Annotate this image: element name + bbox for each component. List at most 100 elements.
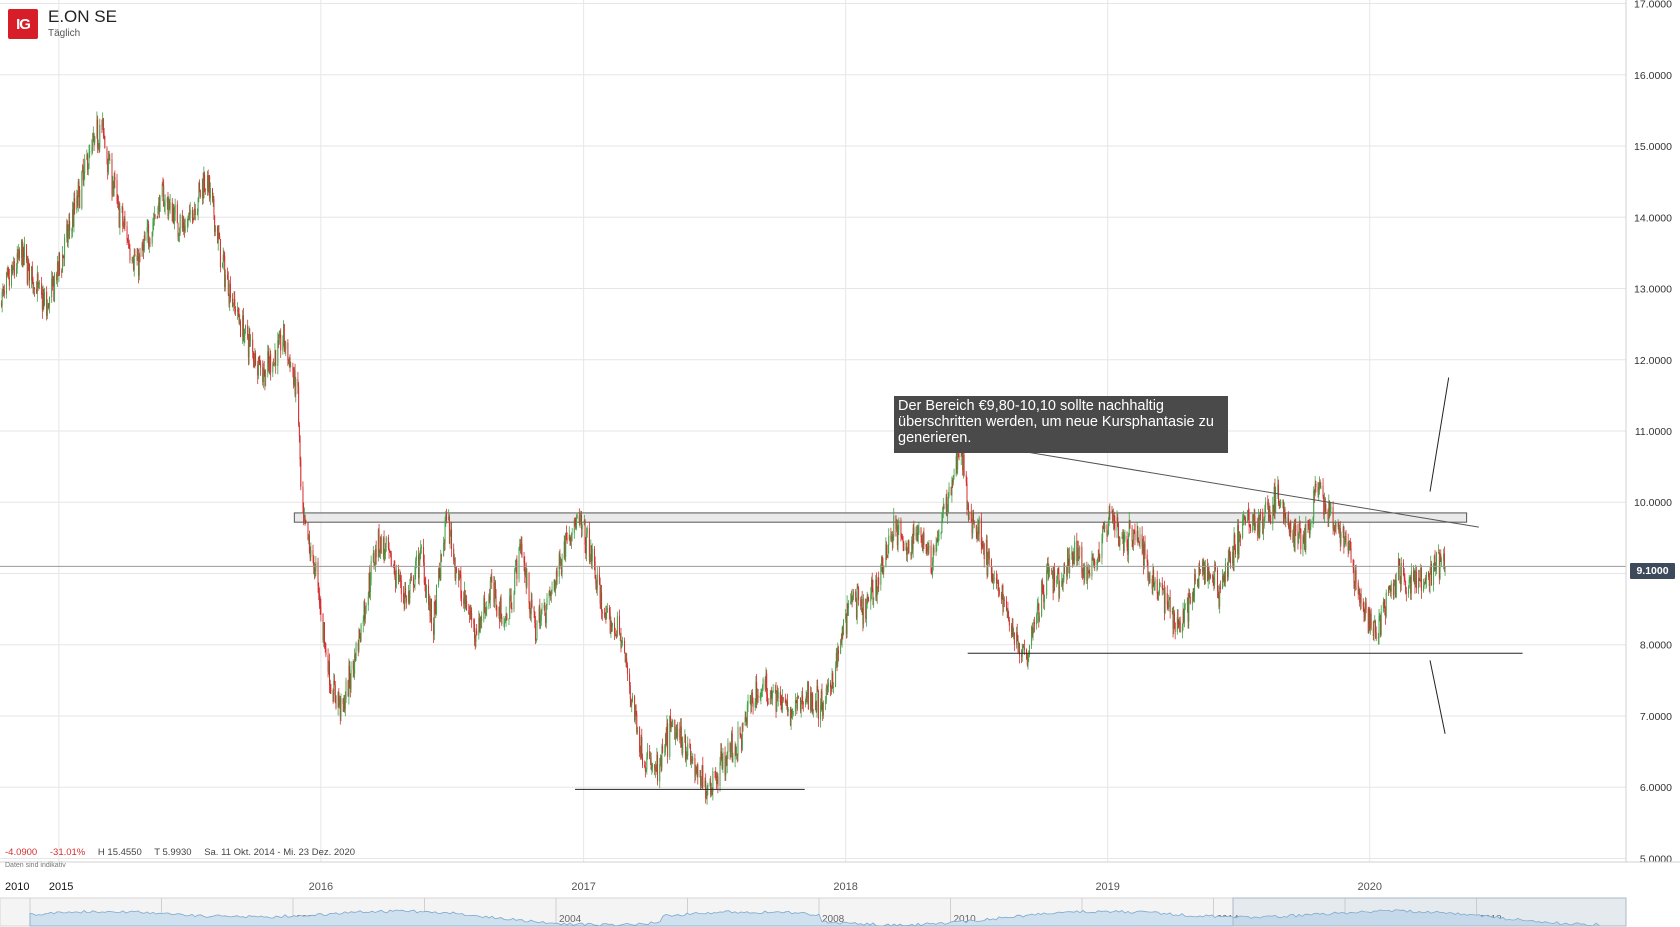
candle-body — [1058, 572, 1060, 598]
candle-body — [898, 520, 900, 531]
candle-body — [1237, 525, 1239, 555]
candle-body — [1349, 541, 1351, 549]
candle-body — [131, 260, 133, 261]
candle-body — [92, 133, 94, 141]
candle-body — [804, 701, 806, 705]
candle-body — [122, 207, 124, 226]
candle-body — [801, 695, 803, 703]
candle-body — [1423, 584, 1425, 592]
candle-body — [227, 274, 229, 280]
candle-body — [32, 278, 34, 289]
candle-body — [1016, 632, 1018, 645]
candle-body — [192, 218, 194, 221]
candle-body — [433, 623, 435, 635]
candle-body — [846, 603, 848, 634]
candle-body — [593, 548, 595, 562]
candle-body — [680, 726, 682, 745]
candle-body — [687, 743, 689, 757]
candle-body — [400, 580, 402, 594]
candle-body — [807, 681, 809, 699]
candle-body — [1078, 556, 1080, 559]
candle-body — [1369, 613, 1371, 629]
candle-body — [896, 525, 898, 530]
candle-body — [359, 637, 361, 642]
candle-body — [298, 425, 300, 436]
candle-body — [717, 776, 719, 787]
candle-body — [1407, 588, 1409, 594]
candle-body — [21, 240, 23, 258]
candle-body — [669, 716, 671, 757]
candle-body — [754, 702, 756, 708]
candle-body — [339, 698, 341, 706]
candle-body — [968, 511, 970, 520]
candle-body — [1037, 604, 1039, 607]
candle-body — [1114, 520, 1116, 531]
candle-body — [604, 613, 606, 616]
candle-body — [670, 722, 672, 729]
candle-body — [767, 702, 769, 705]
candle-body — [1172, 611, 1174, 630]
candle-body — [781, 697, 783, 710]
candle-body — [1157, 593, 1159, 595]
candle-body — [419, 554, 421, 561]
candle-body — [290, 366, 292, 368]
candle-body — [187, 215, 189, 226]
candle-body — [98, 143, 100, 148]
candle-body — [1023, 647, 1025, 650]
candle-body — [1293, 526, 1295, 551]
candle-body — [1112, 513, 1114, 522]
candle-body — [1066, 566, 1068, 577]
candle-body — [677, 728, 679, 737]
candle-body — [897, 530, 899, 546]
candle-body — [1146, 554, 1148, 562]
candle-body — [189, 212, 191, 215]
candle-body — [911, 540, 913, 550]
candle-body — [1018, 643, 1020, 649]
candle-body — [1008, 620, 1010, 626]
candle-body — [1199, 565, 1201, 570]
candle-body — [672, 719, 674, 727]
candle-body — [575, 524, 577, 529]
candle-body — [649, 751, 651, 759]
candle-body — [1318, 490, 1320, 493]
navigator[interactable]: 1996199820002002200420062008201020122014… — [0, 897, 1627, 927]
candle-body — [609, 612, 611, 633]
candle-body — [1228, 550, 1230, 558]
candle-body — [614, 623, 616, 633]
candle-body — [337, 692, 339, 708]
candle-body — [1133, 529, 1135, 531]
candle-body — [681, 744, 683, 753]
candle-body — [1354, 582, 1356, 588]
candle-body — [126, 226, 128, 240]
candle-body — [1162, 587, 1164, 590]
candle-body — [314, 571, 316, 575]
candle-body — [308, 535, 310, 540]
y-axis: 5.00006.00007.00008.00009.000010.000011.… — [1625, 0, 1672, 865]
candle-body — [292, 366, 294, 372]
candle-body — [178, 233, 180, 236]
candle-body — [871, 579, 873, 589]
candle-body — [186, 225, 188, 227]
candle-body — [780, 701, 782, 703]
candle-body — [1355, 570, 1357, 583]
candle-body — [1320, 486, 1322, 487]
candle-body — [892, 536, 894, 543]
candle-body — [1308, 527, 1310, 535]
candle-body — [237, 309, 239, 312]
candle-body — [410, 576, 412, 583]
annotation-box[interactable]: Der Bereich €9,80-10,10 sollte nachhalti… — [894, 396, 1228, 453]
candle-body — [17, 253, 19, 258]
candle-body — [664, 751, 666, 753]
candle-body — [866, 596, 868, 605]
candle-body — [947, 495, 949, 513]
candle-body — [1303, 532, 1305, 543]
candle-body — [46, 291, 48, 316]
candle-body — [629, 685, 631, 699]
candle-body — [229, 283, 231, 304]
candle-body — [702, 765, 704, 787]
candle-body — [776, 690, 778, 699]
candle-body — [978, 517, 980, 535]
candle-body — [443, 543, 445, 544]
candle-body — [485, 608, 487, 610]
